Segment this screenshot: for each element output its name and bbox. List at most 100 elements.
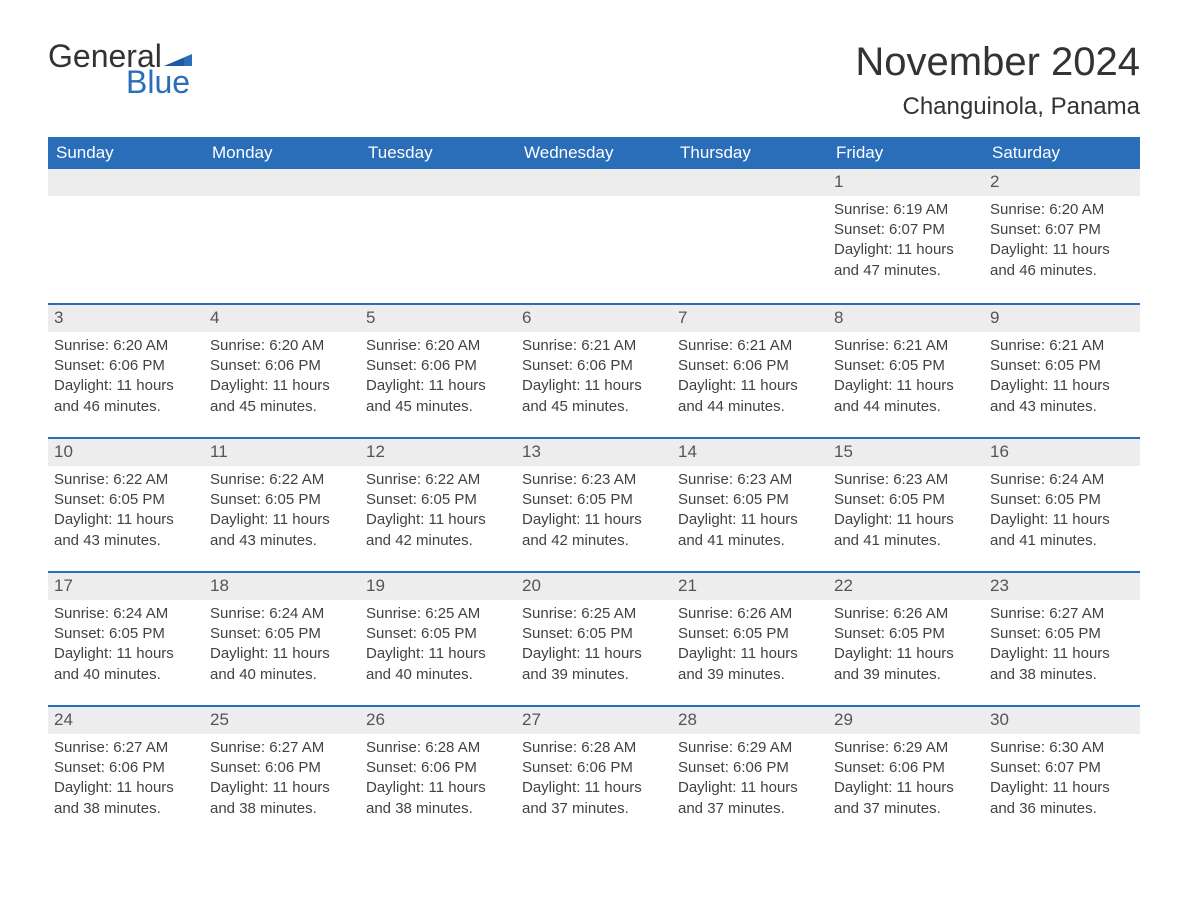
week-row: 1Sunrise: 6:19 AMSunset: 6:07 PMDaylight… <box>48 169 1140 297</box>
daylight-text: Daylight: 11 hours and 46 minutes. <box>54 376 198 417</box>
day-cell: 3Sunrise: 6:20 AMSunset: 6:06 PMDaylight… <box>48 305 204 431</box>
day-body: Sunrise: 6:23 AMSunset: 6:05 PMDaylight:… <box>516 466 672 561</box>
daylight-text: Daylight: 11 hours and 39 minutes. <box>522 644 666 685</box>
day-body <box>204 196 360 210</box>
day-number: 16 <box>984 439 1140 466</box>
day-body: Sunrise: 6:28 AMSunset: 6:06 PMDaylight:… <box>360 734 516 829</box>
day-cell: 10Sunrise: 6:22 AMSunset: 6:05 PMDayligh… <box>48 439 204 565</box>
daylight-text: Daylight: 11 hours and 40 minutes. <box>54 644 198 685</box>
daylight-text: Daylight: 11 hours and 38 minutes. <box>210 778 354 819</box>
day-cell: 18Sunrise: 6:24 AMSunset: 6:05 PMDayligh… <box>204 573 360 699</box>
day-body: Sunrise: 6:25 AMSunset: 6:05 PMDaylight:… <box>516 600 672 695</box>
day-cell: 25Sunrise: 6:27 AMSunset: 6:06 PMDayligh… <box>204 707 360 833</box>
day-number: 18 <box>204 573 360 600</box>
daylight-text: Daylight: 11 hours and 38 minutes. <box>54 778 198 819</box>
day-number: 14 <box>672 439 828 466</box>
day-body <box>672 196 828 210</box>
sunset-text: Sunset: 6:05 PM <box>834 490 978 510</box>
day-number: 29 <box>828 707 984 734</box>
sunrise-text: Sunrise: 6:29 AM <box>834 738 978 758</box>
day-number: 5 <box>360 305 516 332</box>
daylight-text: Daylight: 11 hours and 44 minutes. <box>834 376 978 417</box>
sunset-text: Sunset: 6:06 PM <box>210 758 354 778</box>
day-cell: 12Sunrise: 6:22 AMSunset: 6:05 PMDayligh… <box>360 439 516 565</box>
day-cell: 1Sunrise: 6:19 AMSunset: 6:07 PMDaylight… <box>828 169 984 297</box>
flag-icon <box>164 46 192 66</box>
day-cell: 15Sunrise: 6:23 AMSunset: 6:05 PMDayligh… <box>828 439 984 565</box>
day-number: 9 <box>984 305 1140 332</box>
day-number: 22 <box>828 573 984 600</box>
daylight-text: Daylight: 11 hours and 44 minutes. <box>678 376 822 417</box>
day-cell <box>672 169 828 297</box>
day-body: Sunrise: 6:28 AMSunset: 6:06 PMDaylight:… <box>516 734 672 829</box>
day-cell: 26Sunrise: 6:28 AMSunset: 6:06 PMDayligh… <box>360 707 516 833</box>
daylight-text: Daylight: 11 hours and 46 minutes. <box>990 240 1134 281</box>
day-cell: 19Sunrise: 6:25 AMSunset: 6:05 PMDayligh… <box>360 573 516 699</box>
day-number: 21 <box>672 573 828 600</box>
sunset-text: Sunset: 6:05 PM <box>834 356 978 376</box>
day-cell: 30Sunrise: 6:30 AMSunset: 6:07 PMDayligh… <box>984 707 1140 833</box>
week-row: 3Sunrise: 6:20 AMSunset: 6:06 PMDaylight… <box>48 303 1140 431</box>
day-cell: 29Sunrise: 6:29 AMSunset: 6:06 PMDayligh… <box>828 707 984 833</box>
weekday-header: Wednesday <box>516 137 672 169</box>
day-cell: 24Sunrise: 6:27 AMSunset: 6:06 PMDayligh… <box>48 707 204 833</box>
day-body: Sunrise: 6:21 AMSunset: 6:06 PMDaylight:… <box>516 332 672 427</box>
daylight-text: Daylight: 11 hours and 43 minutes. <box>210 510 354 551</box>
sunrise-text: Sunrise: 6:28 AM <box>522 738 666 758</box>
daylight-text: Daylight: 11 hours and 37 minutes. <box>834 778 978 819</box>
week-row: 17Sunrise: 6:24 AMSunset: 6:05 PMDayligh… <box>48 571 1140 699</box>
sunrise-text: Sunrise: 6:20 AM <box>54 336 198 356</box>
day-number: 7 <box>672 305 828 332</box>
day-cell: 16Sunrise: 6:24 AMSunset: 6:05 PMDayligh… <box>984 439 1140 565</box>
sunset-text: Sunset: 6:06 PM <box>210 356 354 376</box>
sunset-text: Sunset: 6:05 PM <box>678 490 822 510</box>
day-cell: 9Sunrise: 6:21 AMSunset: 6:05 PMDaylight… <box>984 305 1140 431</box>
day-body: Sunrise: 6:27 AMSunset: 6:06 PMDaylight:… <box>204 734 360 829</box>
sunrise-text: Sunrise: 6:22 AM <box>366 470 510 490</box>
day-number: 4 <box>204 305 360 332</box>
sunset-text: Sunset: 6:05 PM <box>210 624 354 644</box>
day-cell: 22Sunrise: 6:26 AMSunset: 6:05 PMDayligh… <box>828 573 984 699</box>
sunset-text: Sunset: 6:05 PM <box>366 624 510 644</box>
sunset-text: Sunset: 6:06 PM <box>366 356 510 376</box>
day-cell <box>516 169 672 297</box>
sunrise-text: Sunrise: 6:27 AM <box>54 738 198 758</box>
day-body: Sunrise: 6:20 AMSunset: 6:07 PMDaylight:… <box>984 196 1140 291</box>
sunrise-text: Sunrise: 6:22 AM <box>54 470 198 490</box>
day-number: 12 <box>360 439 516 466</box>
day-cell: 23Sunrise: 6:27 AMSunset: 6:05 PMDayligh… <box>984 573 1140 699</box>
sunset-text: Sunset: 6:05 PM <box>990 624 1134 644</box>
sunset-text: Sunset: 6:05 PM <box>990 490 1134 510</box>
daylight-text: Daylight: 11 hours and 38 minutes. <box>990 644 1134 685</box>
sunrise-text: Sunrise: 6:25 AM <box>522 604 666 624</box>
sunset-text: Sunset: 6:05 PM <box>522 490 666 510</box>
day-number: 19 <box>360 573 516 600</box>
sunrise-text: Sunrise: 6:26 AM <box>678 604 822 624</box>
day-cell: 28Sunrise: 6:29 AMSunset: 6:06 PMDayligh… <box>672 707 828 833</box>
weekday-header: Saturday <box>984 137 1140 169</box>
day-number: 27 <box>516 707 672 734</box>
weeks-container: 1Sunrise: 6:19 AMSunset: 6:07 PMDaylight… <box>48 169 1140 833</box>
day-body: Sunrise: 6:29 AMSunset: 6:06 PMDaylight:… <box>828 734 984 829</box>
daylight-text: Daylight: 11 hours and 40 minutes. <box>210 644 354 685</box>
daylight-text: Daylight: 11 hours and 39 minutes. <box>678 644 822 685</box>
sunrise-text: Sunrise: 6:24 AM <box>54 604 198 624</box>
sunset-text: Sunset: 6:05 PM <box>366 490 510 510</box>
day-number: 26 <box>360 707 516 734</box>
day-cell: 13Sunrise: 6:23 AMSunset: 6:05 PMDayligh… <box>516 439 672 565</box>
logo: General Blue <box>48 40 192 98</box>
day-number: 30 <box>984 707 1140 734</box>
day-body: Sunrise: 6:26 AMSunset: 6:05 PMDaylight:… <box>672 600 828 695</box>
day-body: Sunrise: 6:24 AMSunset: 6:05 PMDaylight:… <box>48 600 204 695</box>
weekday-header-row: Sunday Monday Tuesday Wednesday Thursday… <box>48 137 1140 169</box>
day-number: 2 <box>984 169 1140 196</box>
sunrise-text: Sunrise: 6:23 AM <box>522 470 666 490</box>
day-body: Sunrise: 6:22 AMSunset: 6:05 PMDaylight:… <box>360 466 516 561</box>
day-body: Sunrise: 6:27 AMSunset: 6:06 PMDaylight:… <box>48 734 204 829</box>
day-body: Sunrise: 6:23 AMSunset: 6:05 PMDaylight:… <box>828 466 984 561</box>
sunset-text: Sunset: 6:06 PM <box>522 758 666 778</box>
sunset-text: Sunset: 6:06 PM <box>678 356 822 376</box>
day-number: 17 <box>48 573 204 600</box>
sunset-text: Sunset: 6:05 PM <box>522 624 666 644</box>
day-cell: 4Sunrise: 6:20 AMSunset: 6:06 PMDaylight… <box>204 305 360 431</box>
